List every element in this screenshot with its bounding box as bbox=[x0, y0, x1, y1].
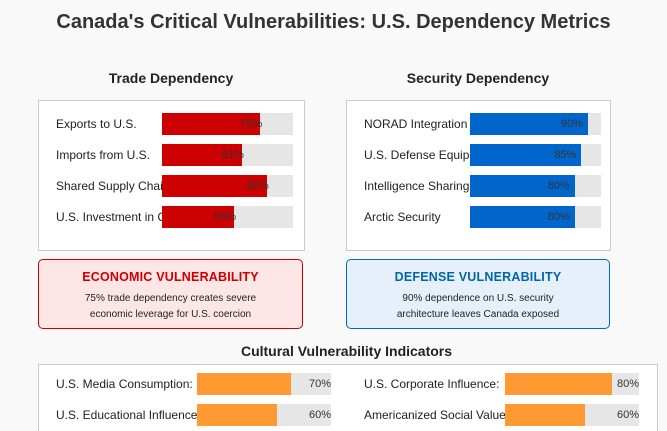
security-label: Intelligence Sharing bbox=[364, 179, 470, 193]
cultural-value-label: 60% bbox=[309, 409, 332, 421]
security-bar bbox=[470, 113, 588, 135]
cultural-bar-track bbox=[197, 404, 331, 426]
trade-label: Shared Supply Chains bbox=[56, 179, 176, 193]
security-label: NORAD Integration bbox=[364, 117, 468, 131]
trade-row: U.S. Investment in Canada 55% bbox=[39, 206, 304, 228]
security-bar-track bbox=[470, 175, 601, 197]
cultural-bar bbox=[505, 373, 613, 395]
trade-bar-track bbox=[162, 144, 293, 166]
defense-vulnerability-box: DEFENSE VULNERABILITY 90% dependence on … bbox=[346, 259, 610, 329]
cultural-bar-track bbox=[197, 373, 331, 395]
security-bar bbox=[470, 206, 575, 228]
security-bar bbox=[470, 144, 582, 166]
security-heading: Security Dependency bbox=[406, 70, 550, 86]
cultural-row: Americanized Social Values: 60% bbox=[347, 404, 655, 426]
security-bar bbox=[470, 175, 575, 197]
economic-vulnerability-text: 75% trade dependency creates severe econ… bbox=[84, 293, 257, 320]
trade-row: Imports from U.S. 61% bbox=[39, 144, 304, 166]
security-label: Arctic Security bbox=[364, 210, 441, 224]
economic-vulnerability-box: ECONOMIC VULNERABILITY 75% trade depende… bbox=[38, 259, 303, 329]
trade-row: Shared Supply Chains 80% bbox=[39, 175, 304, 197]
trade-bar bbox=[162, 113, 261, 135]
security-value-label: 80% bbox=[547, 180, 570, 192]
cultural-label: U.S. Media Consumption: bbox=[56, 377, 193, 391]
cultural-row: U.S. Corporate Influence: 80% bbox=[347, 373, 655, 395]
security-panel: NORAD Integration 90% U.S. Defense Equipme… bbox=[346, 100, 611, 251]
security-label: U.S. Defense Equipment bbox=[364, 148, 497, 162]
trade-label: Exports to U.S. bbox=[56, 117, 137, 131]
cultural-bar bbox=[197, 404, 278, 426]
cultural-value-label: 60% bbox=[617, 409, 640, 421]
trade-bar-track bbox=[162, 113, 293, 135]
trade-heading: Trade Dependency bbox=[108, 70, 234, 86]
security-row: Intelligence Sharing 80% bbox=[347, 175, 610, 197]
security-row: NORAD Integration 90% bbox=[347, 113, 610, 135]
security-bar-track bbox=[470, 206, 601, 228]
cultural-heading: Cultural Vulnerability Indicators bbox=[240, 343, 453, 359]
cultural-value-label: 70% bbox=[309, 378, 332, 390]
trade-bar-track bbox=[162, 175, 293, 197]
trade-bar bbox=[162, 175, 267, 197]
cultural-label: U.S. Corporate Influence: bbox=[364, 377, 500, 391]
cultural-row: U.S. Media Consumption: 70% bbox=[39, 373, 347, 395]
trade-value-label: 61% bbox=[221, 149, 244, 161]
trade-row: Exports to U.S. 75% bbox=[39, 113, 304, 135]
security-row: Arctic Security 80% bbox=[347, 206, 610, 228]
security-value-label: 85% bbox=[554, 149, 577, 161]
trade-bar bbox=[162, 206, 235, 228]
cultural-label: U.S. Educational Influence: bbox=[56, 408, 201, 422]
trade-bar bbox=[162, 144, 242, 166]
defense-vulnerability-title: DEFENSE VULNERABILITY bbox=[394, 270, 562, 284]
security-bar-track bbox=[470, 113, 601, 135]
cultural-value-label: 80% bbox=[617, 378, 640, 390]
security-bar-track bbox=[470, 144, 601, 166]
trade-bar-track bbox=[162, 206, 293, 228]
economic-vulnerability-title: ECONOMIC VULNERABILITY bbox=[82, 270, 259, 284]
cultural-panel: U.S. Media Consumption: 70% U.S. Corporate… bbox=[38, 364, 658, 431]
cultural-bar-track bbox=[505, 373, 639, 395]
security-value-label: 80% bbox=[547, 211, 570, 223]
trade-value-label: 80% bbox=[246, 180, 269, 192]
security-value-label: 90% bbox=[560, 118, 583, 130]
page-title: Canada's Critical Vulnerabilities: U.S. … bbox=[56, 11, 611, 33]
cultural-label: Americanized Social Values: bbox=[364, 408, 516, 422]
cultural-bar-track bbox=[505, 404, 639, 426]
cultural-row: U.S. Educational Influence: 60% bbox=[39, 404, 347, 426]
security-row: U.S. Defense Equipment 85% bbox=[347, 144, 610, 166]
trade-value-label: 55% bbox=[214, 211, 237, 223]
cultural-bar bbox=[197, 373, 291, 395]
trade-panel: Exports to U.S. 75% Imports from U.S. 61% Sh… bbox=[38, 100, 305, 251]
trade-value-label: 75% bbox=[240, 118, 263, 130]
trade-label: Imports from U.S. bbox=[56, 148, 151, 162]
defense-vulnerability-text: 90% dependence on U.S. security architec… bbox=[396, 293, 560, 320]
cultural-bar bbox=[505, 404, 586, 426]
